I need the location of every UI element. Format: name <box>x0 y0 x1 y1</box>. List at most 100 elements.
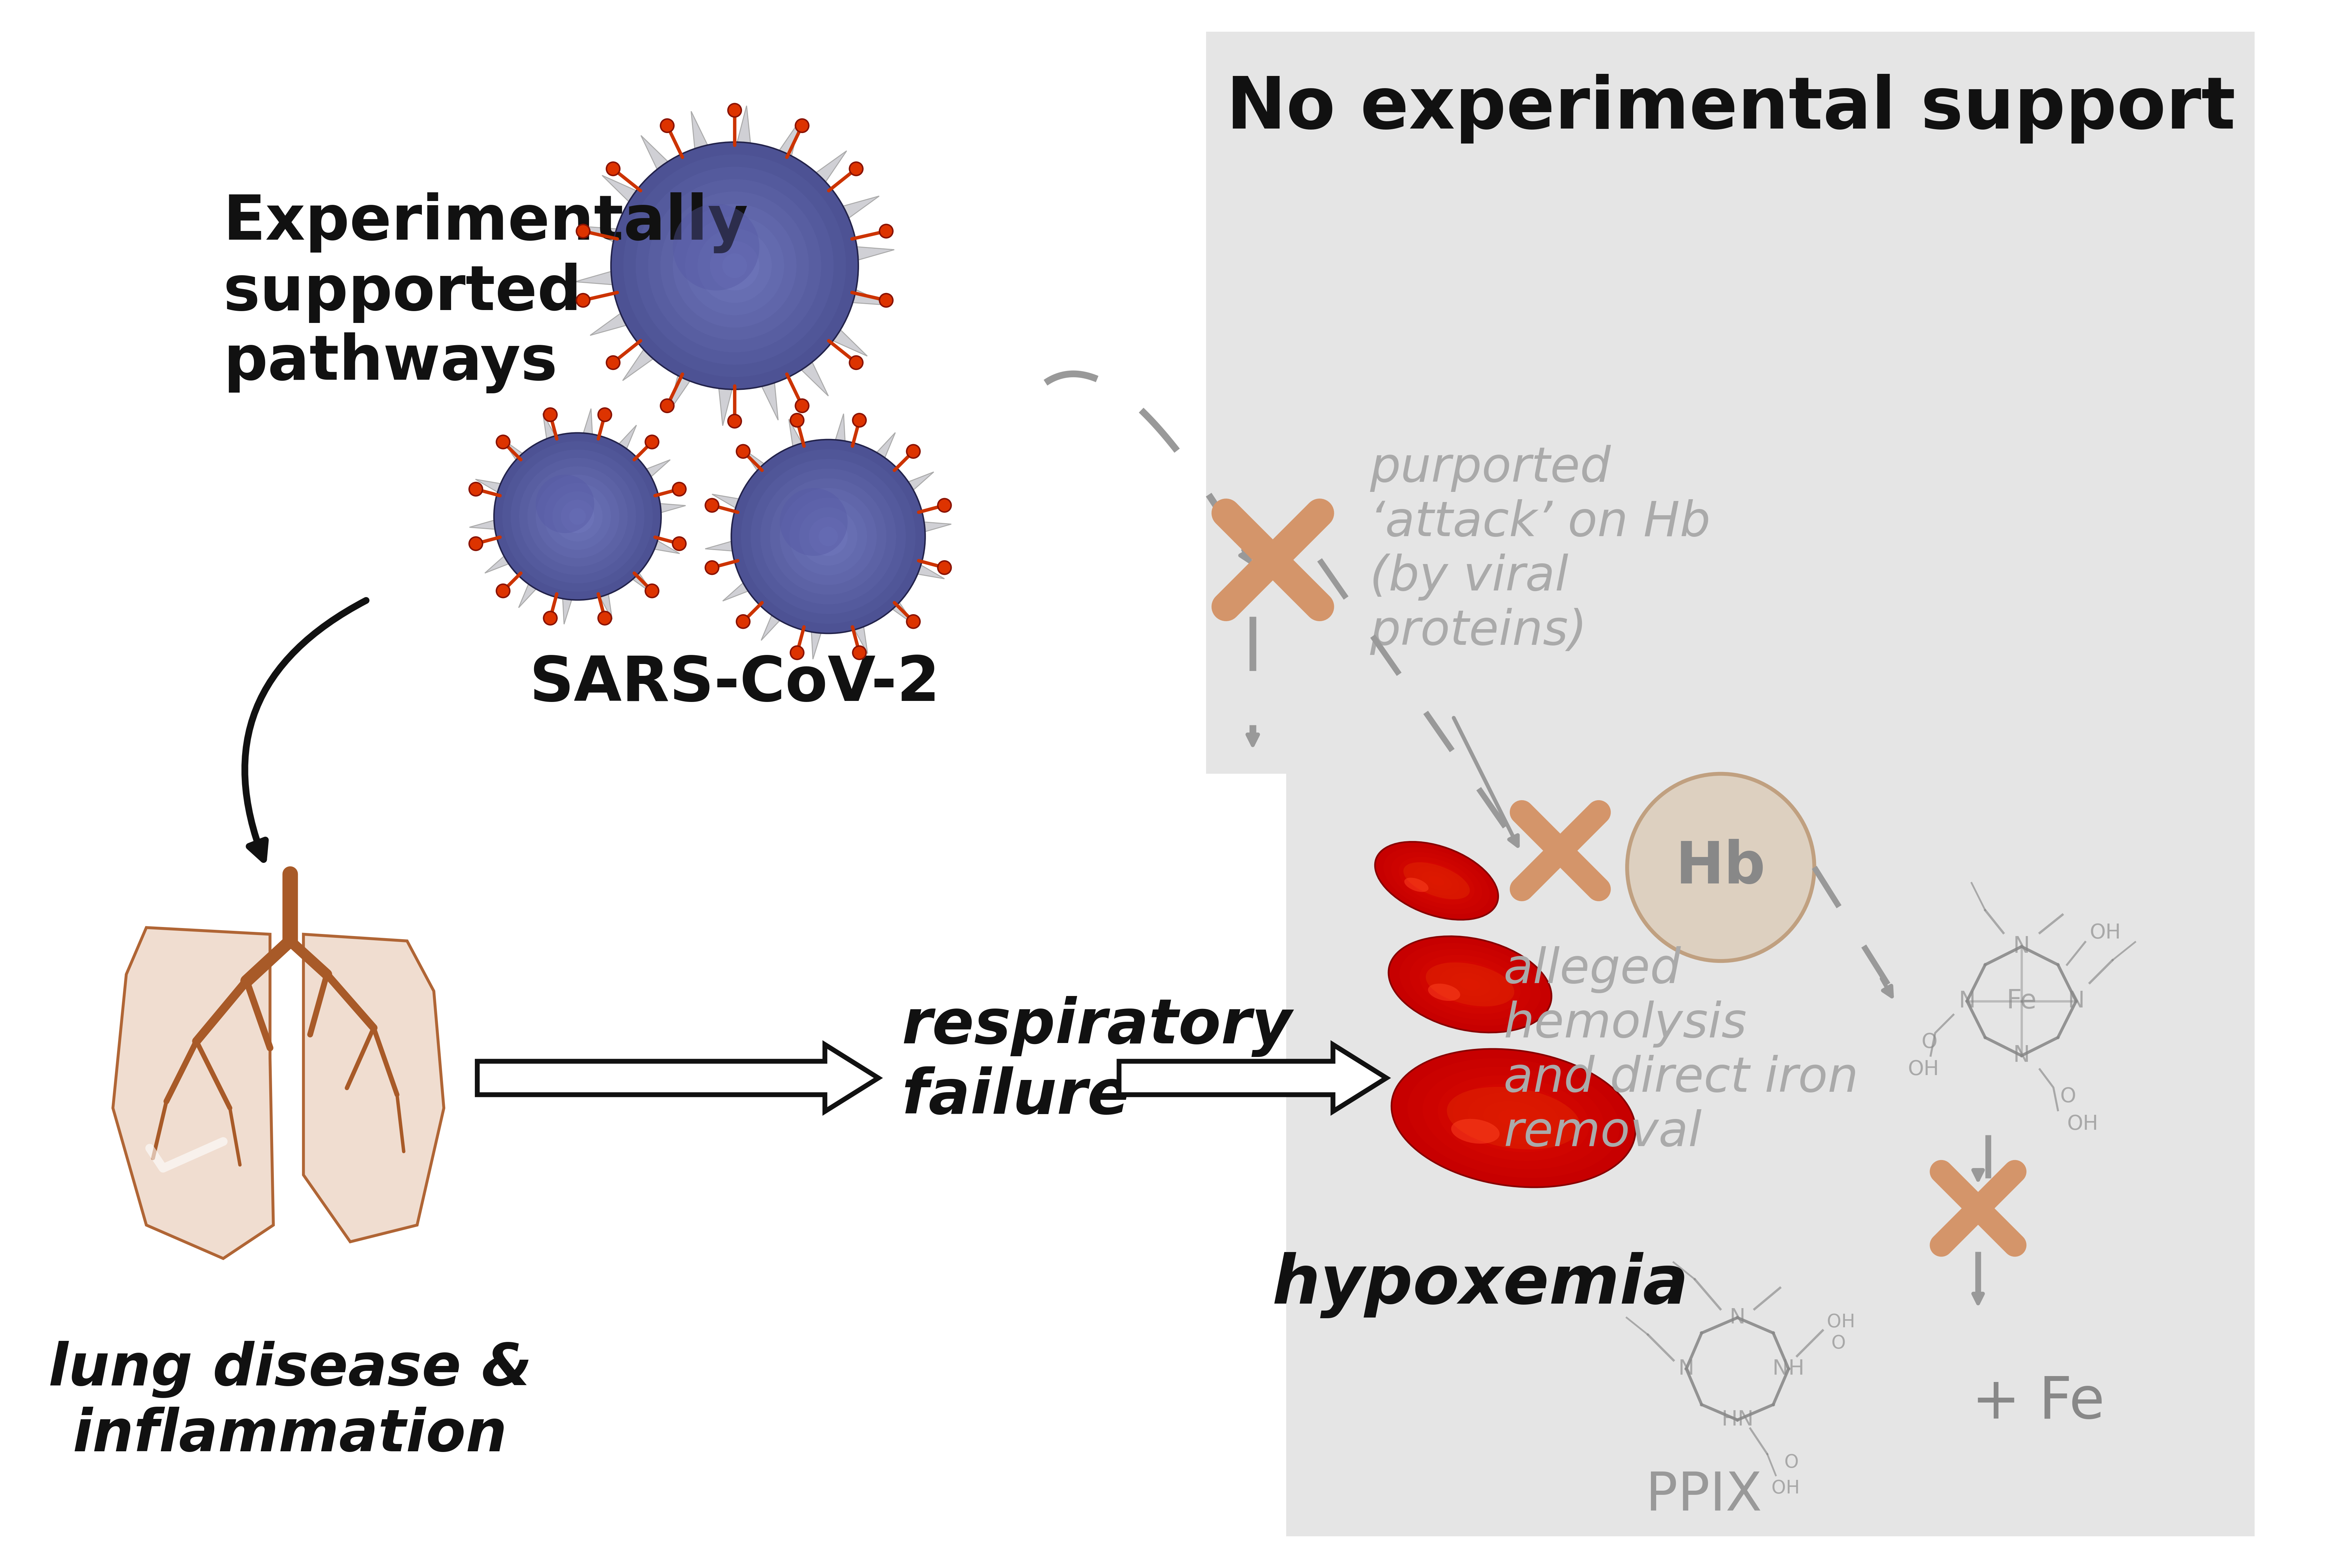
Bar <box>1285 773 2254 1537</box>
Ellipse shape <box>1376 842 1498 919</box>
Circle shape <box>672 536 686 550</box>
Ellipse shape <box>1390 851 1481 909</box>
Text: Fe: Fe <box>2006 988 2037 1014</box>
Circle shape <box>791 646 805 660</box>
FancyArrowPatch shape <box>245 601 366 859</box>
Ellipse shape <box>1400 942 1540 1025</box>
Ellipse shape <box>1393 1049 1635 1187</box>
Circle shape <box>852 646 866 660</box>
Text: O: O <box>2060 1087 2076 1107</box>
Circle shape <box>623 154 847 376</box>
Polygon shape <box>854 627 868 654</box>
Polygon shape <box>618 425 637 448</box>
Polygon shape <box>656 541 679 554</box>
Polygon shape <box>660 503 686 513</box>
Circle shape <box>611 143 859 389</box>
Text: OH: OH <box>1827 1312 1855 1331</box>
Circle shape <box>686 216 784 315</box>
Polygon shape <box>544 414 555 439</box>
Circle shape <box>469 483 483 495</box>
Circle shape <box>880 293 894 307</box>
Circle shape <box>660 400 674 412</box>
Ellipse shape <box>1430 961 1509 1008</box>
Circle shape <box>779 488 877 585</box>
Circle shape <box>576 224 590 238</box>
Polygon shape <box>590 314 625 336</box>
Circle shape <box>660 191 810 340</box>
Ellipse shape <box>1414 867 1460 895</box>
Ellipse shape <box>1460 978 1479 991</box>
Text: No experimental support: No experimental support <box>1227 74 2235 143</box>
Polygon shape <box>742 448 763 470</box>
Circle shape <box>709 241 758 290</box>
Polygon shape <box>562 599 572 624</box>
Ellipse shape <box>1453 1083 1575 1152</box>
Circle shape <box>705 499 719 513</box>
Ellipse shape <box>1407 862 1467 900</box>
Polygon shape <box>1120 1044 1386 1112</box>
Ellipse shape <box>1390 938 1551 1032</box>
Polygon shape <box>712 494 740 508</box>
Circle shape <box>770 478 887 594</box>
Circle shape <box>908 615 919 629</box>
Circle shape <box>497 585 511 597</box>
Polygon shape <box>854 290 891 306</box>
Polygon shape <box>469 521 495 530</box>
Circle shape <box>810 517 847 557</box>
Circle shape <box>791 414 805 426</box>
Circle shape <box>672 483 686 495</box>
Polygon shape <box>1731 867 1810 956</box>
Ellipse shape <box>1467 1093 1558 1143</box>
Ellipse shape <box>1409 949 1530 1019</box>
Text: HN: HN <box>1722 1410 1754 1430</box>
Circle shape <box>908 445 919 458</box>
Polygon shape <box>602 176 637 202</box>
Ellipse shape <box>1383 847 1491 914</box>
Polygon shape <box>761 615 779 640</box>
Polygon shape <box>478 1044 880 1112</box>
Polygon shape <box>600 594 611 619</box>
Polygon shape <box>763 383 779 420</box>
Circle shape <box>819 527 838 546</box>
Text: OH: OH <box>1908 1060 1939 1079</box>
Circle shape <box>705 561 719 574</box>
Text: N: N <box>1677 1358 1694 1380</box>
Polygon shape <box>723 583 749 601</box>
Circle shape <box>849 162 863 176</box>
Circle shape <box>576 293 590 307</box>
Bar <box>1206 31 2254 773</box>
Circle shape <box>544 483 611 550</box>
Text: respiratory
failure: respiratory failure <box>903 996 1292 1127</box>
Polygon shape <box>518 585 537 608</box>
Polygon shape <box>779 119 800 155</box>
Ellipse shape <box>1498 1110 1528 1127</box>
Polygon shape <box>303 935 443 1242</box>
Ellipse shape <box>1388 936 1551 1033</box>
Ellipse shape <box>1446 1087 1579 1149</box>
Circle shape <box>742 450 915 624</box>
Circle shape <box>502 441 653 591</box>
Circle shape <box>728 103 742 118</box>
Polygon shape <box>646 459 670 477</box>
Polygon shape <box>579 226 616 241</box>
Circle shape <box>737 615 749 629</box>
Ellipse shape <box>1407 1058 1619 1178</box>
Text: alleged
hemolysis
and direct iron
removal: alleged hemolysis and direct iron remova… <box>1502 946 1859 1156</box>
Circle shape <box>495 433 660 601</box>
Circle shape <box>880 224 894 238</box>
Text: NH: NH <box>1773 1358 1803 1380</box>
Circle shape <box>796 400 810 412</box>
Circle shape <box>938 561 952 574</box>
Text: O: O <box>1922 1032 1936 1052</box>
Circle shape <box>789 497 868 575</box>
Text: O: O <box>1831 1334 1845 1352</box>
Ellipse shape <box>1390 938 1551 1032</box>
Ellipse shape <box>1376 842 1498 919</box>
Ellipse shape <box>1418 955 1521 1014</box>
Circle shape <box>1626 773 1815 961</box>
Polygon shape <box>924 522 952 532</box>
Polygon shape <box>642 135 667 169</box>
Circle shape <box>646 436 658 448</box>
Polygon shape <box>817 151 847 182</box>
Circle shape <box>761 469 896 604</box>
